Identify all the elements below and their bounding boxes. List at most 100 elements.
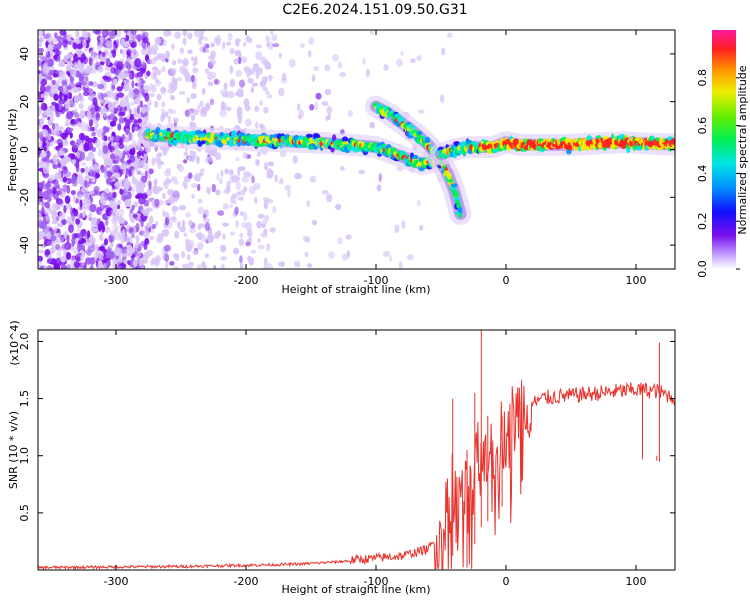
noise-speckle — [243, 98, 250, 107]
noise-speckle — [255, 159, 260, 166]
noise-speckle — [139, 100, 143, 108]
noise-speckle — [284, 184, 292, 191]
noise-speckle — [38, 249, 44, 254]
noise-speckle — [75, 218, 81, 225]
noise-speckle — [254, 105, 260, 113]
noise-speckle — [155, 255, 161, 263]
noise-speckle — [139, 67, 146, 73]
noise-speckle — [161, 229, 170, 237]
noise-speckle — [58, 171, 62, 180]
noise-speckle — [38, 262, 41, 268]
noise-speckle — [167, 115, 171, 123]
noise-speckle — [170, 216, 178, 224]
noise-speckle — [188, 219, 193, 227]
noise-speckle — [114, 172, 121, 179]
noise-speckle — [78, 103, 84, 110]
noise-speckle — [182, 219, 186, 229]
colorbar-gradient — [712, 30, 736, 269]
noise-speckle — [106, 260, 111, 268]
noise-speckle — [112, 215, 117, 223]
noise-speckle — [236, 176, 241, 182]
noise-speckle — [92, 97, 98, 106]
noise-speckle — [73, 261, 80, 269]
noise-speckle — [147, 221, 151, 229]
noise-speckle — [441, 47, 446, 56]
noise-speckle — [201, 87, 206, 96]
noise-speckle — [82, 210, 87, 217]
noise-speckle — [40, 265, 44, 269]
x-tick-label: -200 — [234, 274, 259, 287]
noise-speckle — [172, 117, 179, 123]
noise-speckle — [187, 261, 194, 269]
noise-speckle — [38, 191, 44, 198]
noise-speckle — [142, 163, 149, 171]
noise-speckle — [84, 166, 89, 175]
noise-speckle — [85, 175, 90, 180]
noise-speckle — [222, 41, 226, 50]
noise-speckle — [52, 122, 55, 130]
noise-speckle — [179, 65, 186, 74]
noise-speckle — [181, 60, 187, 64]
noise-speckle — [141, 193, 148, 200]
noise-speckle — [60, 132, 66, 139]
noise-speckle — [234, 49, 242, 57]
noise-speckle — [135, 251, 141, 260]
noise-speckle — [109, 120, 117, 127]
noise-speckle — [140, 79, 146, 85]
noise-speckle — [41, 102, 47, 111]
noise-speckle — [98, 127, 104, 134]
noise-speckle — [185, 212, 191, 218]
noise-speckle — [116, 86, 123, 92]
noise-speckle — [235, 38, 242, 43]
noise-speckle — [223, 82, 228, 91]
noise-speckle — [266, 94, 273, 99]
noise-speckle — [53, 93, 59, 102]
noise-speckle — [56, 158, 60, 164]
noise-speckle — [369, 121, 376, 129]
noise-speckle — [248, 236, 252, 243]
noise-speckle — [71, 240, 75, 247]
noise-speckle — [82, 91, 90, 97]
y-tick-label: 20 — [18, 95, 31, 109]
noise-speckle — [64, 195, 71, 204]
noise-speckle — [185, 238, 190, 247]
noise-speckle — [78, 232, 82, 241]
noise-speckle — [132, 176, 136, 185]
noise-speckle — [243, 41, 247, 48]
noise-speckle — [43, 183, 52, 189]
noise-speckle — [294, 172, 302, 180]
noise-speckle — [63, 85, 67, 93]
colorbar-tick-label: 0.2 — [696, 212, 709, 230]
noise-speckle — [117, 92, 125, 98]
noise-speckle — [109, 230, 116, 236]
noise-speckle — [165, 57, 169, 63]
noise-speckle — [237, 196, 244, 201]
noise-speckle — [239, 262, 244, 269]
noise-speckle — [88, 190, 96, 195]
noise-speckle — [313, 65, 320, 72]
noise-speckle — [146, 249, 154, 257]
noise-speckle — [296, 103, 301, 111]
noise-speckle — [156, 53, 164, 60]
noise-speckle — [190, 114, 196, 121]
noise-speckle — [72, 42, 77, 49]
noise-speckle — [53, 263, 61, 269]
noise-speckle — [237, 167, 241, 177]
noise-speckle — [229, 78, 236, 88]
noise-speckle — [121, 48, 127, 58]
noise-speckle — [362, 57, 366, 66]
noise-speckle — [41, 201, 46, 207]
noise-speckle — [230, 49, 234, 55]
spectrogram-noise — [38, 30, 453, 269]
noise-speckle — [164, 169, 172, 177]
noise-speckle — [133, 201, 139, 208]
noise-speckle — [269, 227, 276, 233]
noise-speckle — [161, 101, 166, 108]
noise-speckle — [195, 155, 200, 165]
noise-speckle — [135, 241, 139, 249]
noise-speckle — [46, 240, 53, 246]
noise-speckle — [117, 257, 123, 264]
noise-speckle — [40, 93, 44, 99]
noise-speckle — [112, 191, 117, 199]
